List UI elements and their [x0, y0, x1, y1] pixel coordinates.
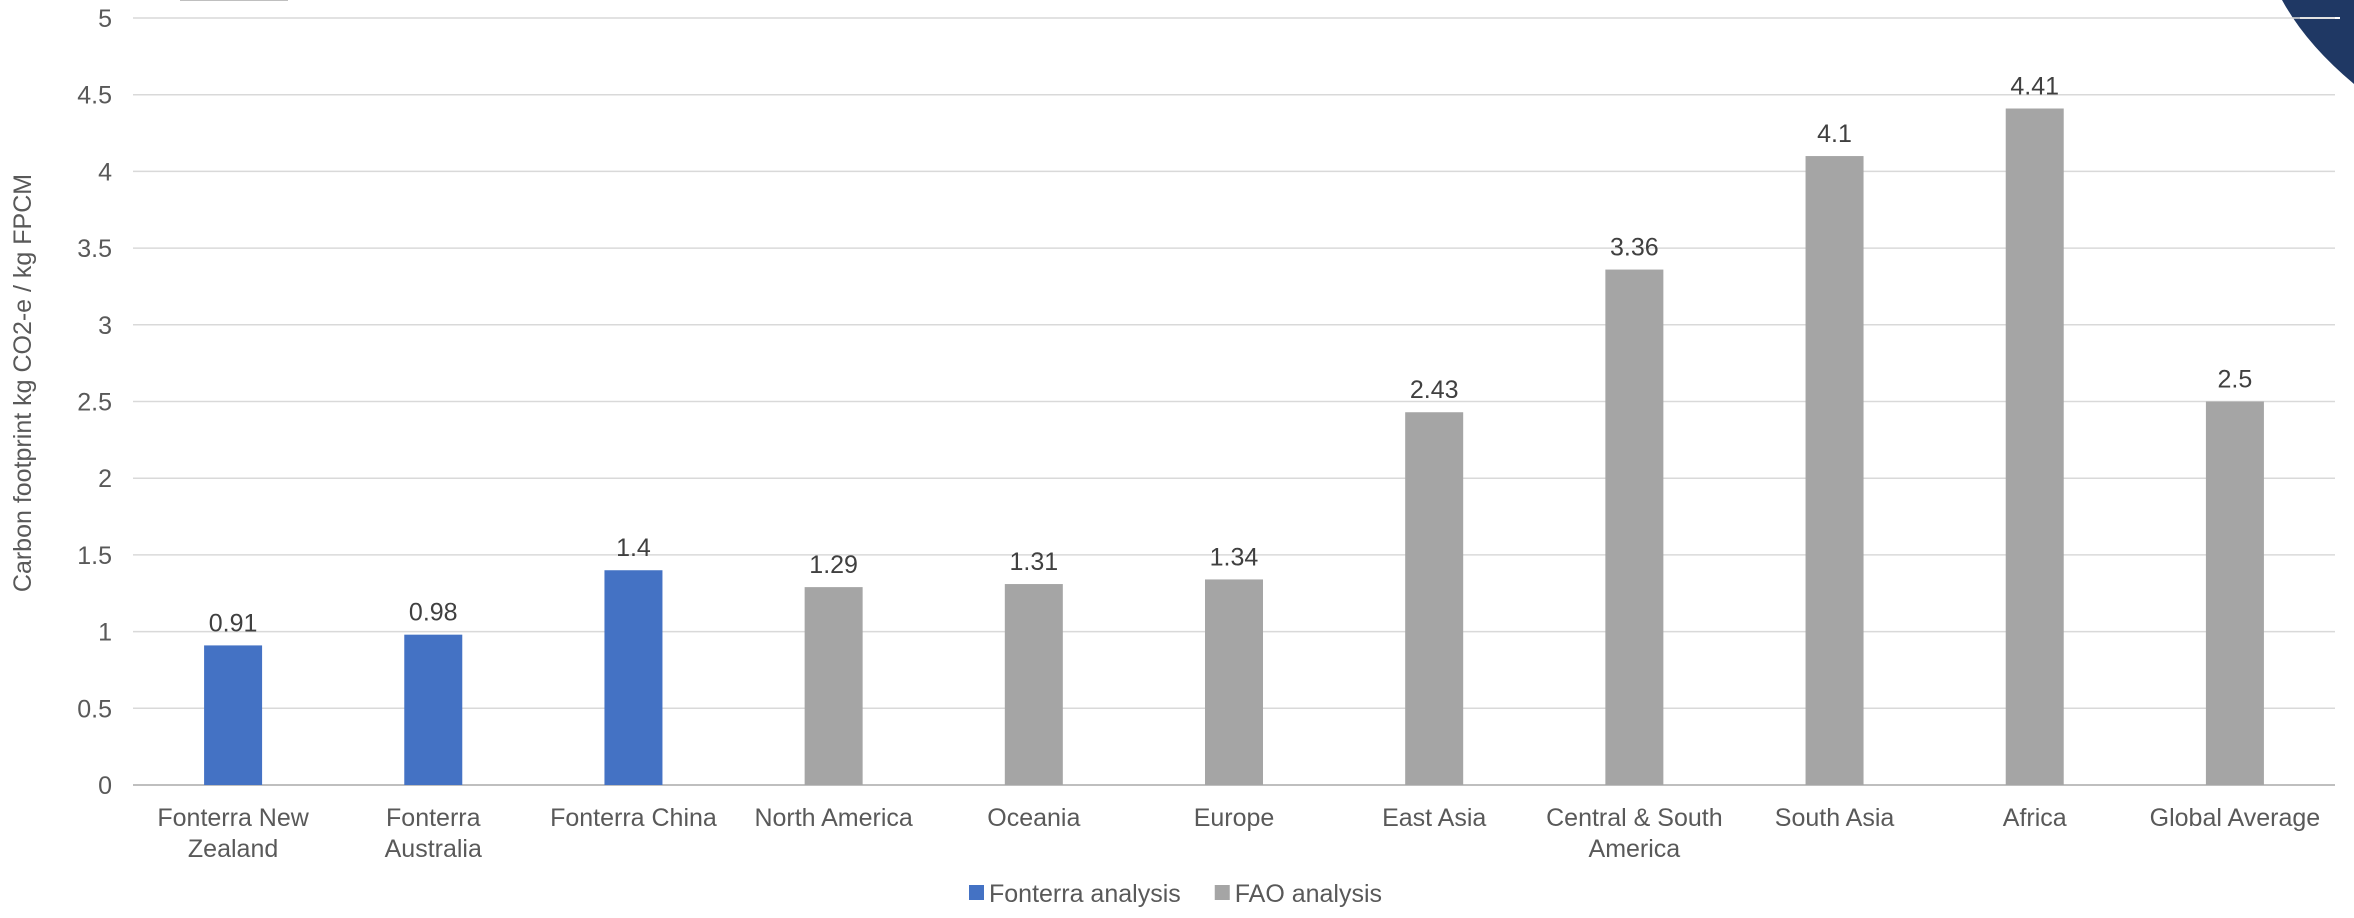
x-category-label: Fonterra New Zealand	[157, 804, 309, 863]
legend-label: FAO analysis	[1235, 880, 1382, 908]
gridlines	[133, 17, 2335, 786]
bar	[2205, 401, 2264, 785]
y-tick-label: 3	[98, 312, 112, 340]
data-label: 1.34	[1210, 543, 1259, 571]
data-labels: 0.91 0.98 1.4 1.29 1.31 1.34 2.43 3.36 4.1 4.41 2.…	[209, 73, 2253, 638]
y-axis-title: Carbon footprint kg CO2-e / kg FPCM	[9, 174, 37, 592]
x-category-label: East Asia	[1382, 804, 1486, 832]
bar	[204, 645, 263, 785]
data-label: 2.5	[2218, 366, 2253, 394]
bar	[604, 570, 663, 785]
bar	[2005, 108, 2064, 786]
y-tick-label: 3.5	[77, 235, 112, 263]
y-tick-label: 1.5	[77, 542, 112, 570]
corner-decoration	[2282, 0, 2354, 84]
bar	[1605, 269, 1664, 785]
bar	[804, 587, 863, 785]
bar	[1004, 584, 1063, 785]
data-label: 1.29	[809, 551, 858, 579]
legend: Fonterra analysis FAO analysis	[969, 880, 1382, 908]
y-tick-label: 4.5	[77, 82, 112, 110]
data-label: 1.31	[1009, 548, 1058, 576]
bar	[1405, 412, 1464, 785]
x-category-label: South Asia	[1775, 804, 1895, 832]
data-label: 4.1	[1817, 120, 1852, 148]
data-label: 0.91	[209, 609, 258, 637]
y-tick-label: 0	[98, 772, 112, 800]
y-tick-label: 2	[98, 465, 112, 493]
data-label: 3.36	[1610, 234, 1659, 262]
y-tick-label: 4	[98, 158, 112, 186]
x-category-label: Africa	[2003, 804, 2067, 832]
x-category-label: Fonterra China	[550, 804, 717, 832]
y-axis-ticks: 0 0.5 1 1.5 2 2.5 3 3.5 4 4.5 5	[77, 5, 112, 800]
x-axis-labels: Fonterra New Zealand Fonterra Australia Font…	[157, 804, 2320, 863]
y-tick-label: 5	[98, 5, 112, 33]
data-label: 0.98	[409, 599, 458, 627]
bar	[404, 634, 463, 785]
x-category-label: Europe	[1194, 804, 1275, 832]
x-category-label: North America	[754, 804, 912, 832]
x-category-label: Global Average	[2150, 804, 2321, 832]
legend-swatch	[969, 885, 984, 900]
legend-swatch	[1214, 885, 1230, 900]
x-category-label: Oceania	[987, 804, 1080, 832]
bars	[204, 108, 2264, 786]
bar	[1205, 579, 1263, 785]
y-tick-label: 1	[98, 619, 112, 647]
legend-label: Fonterra analysis	[989, 880, 1181, 908]
bar	[1805, 156, 1864, 785]
data-label: 4.41	[2010, 73, 2059, 101]
data-label: 2.43	[1410, 376, 1459, 404]
x-category-label: Fonterra Australia	[385, 804, 482, 863]
y-tick-label: 0.5	[77, 695, 112, 723]
y-tick-label: 2.5	[77, 389, 112, 417]
decoration-layer	[180, 0, 2354, 84]
x-category-label: Central & South America	[1546, 804, 1723, 863]
data-label: 1.4	[616, 534, 651, 562]
